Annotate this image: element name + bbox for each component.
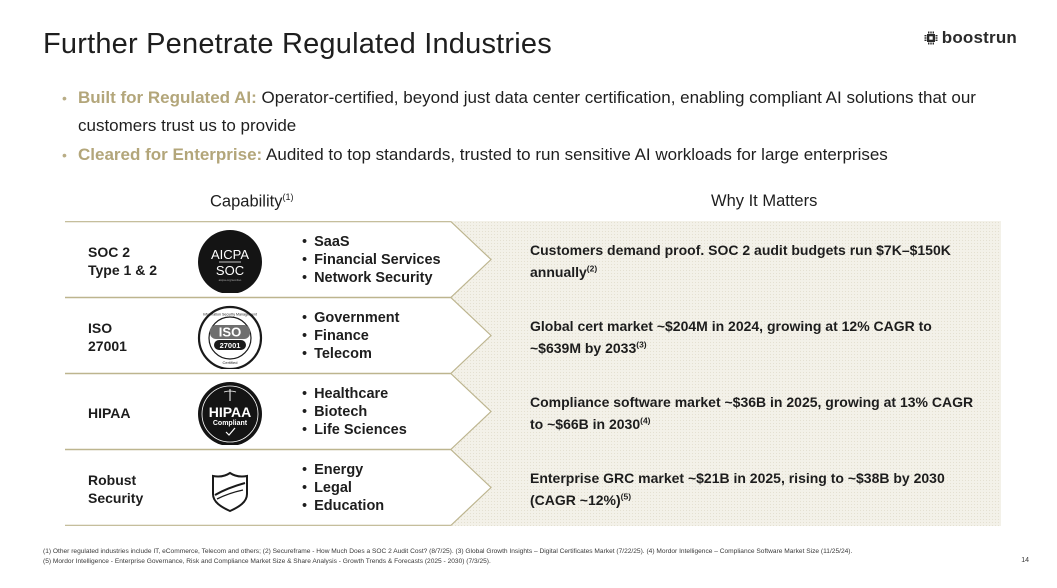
svg-text:HIPAA: HIPAA — [209, 404, 252, 420]
row-label: SOC 2 Type 1 & 2 — [88, 244, 157, 278]
list-item: Telecom — [302, 345, 400, 363]
bullet-regulated-ai: • Built for Regulated AI: Operator-certi… — [62, 84, 1022, 140]
why-text: Customers demand proof. SOC 2 audit budg… — [530, 242, 951, 280]
bullet-enterprise: • Cleared for Enterprise: Audited to top… — [62, 141, 1022, 169]
industry-list: Energy Legal Education — [302, 461, 384, 515]
industry-list: Government Finance Telecom — [302, 309, 400, 363]
footnote-ref: (4) — [640, 415, 651, 426]
footnote-line: (1) Other regulated industries include I… — [43, 548, 853, 555]
table-row: HIPAA HIPAA Compliant Healthcare Biotech… — [65, 373, 1001, 450]
list-item: Life Sciences — [302, 421, 407, 439]
industry-list: Healthcare Biotech Life Sciences — [302, 385, 407, 439]
bullet-dot: • — [62, 147, 67, 163]
why-text: Compliance software market ~$36B in 2025… — [530, 394, 974, 432]
list-item: Financial Services — [302, 251, 441, 269]
footnote-ref: (2) — [586, 263, 598, 274]
footnote-ref: (1) — [282, 192, 294, 202]
company-logo: boostrun — [924, 28, 1017, 48]
table-row: ISO 27001 ISO 27001 Information Security… — [65, 297, 1001, 374]
list-item: Education — [302, 497, 384, 515]
bullet-text: Audited to top standards, trusted to run… — [262, 145, 888, 164]
aicpa-soc-badge-icon: AICPA SOC aicpa.org/soc4so — [198, 230, 262, 293]
table-row: Robust Security Energy Legal Education E… — [65, 449, 1001, 526]
footnotes: (1) Other regulated industries include I… — [43, 547, 1003, 567]
list-item: Healthcare — [302, 385, 407, 403]
list-item: Government — [302, 309, 399, 327]
iso-27001-badge-icon: ISO 27001 Information Security Managemen… — [197, 305, 263, 369]
chip-icon — [924, 31, 938, 45]
list-item: SaaS — [302, 233, 441, 251]
footnote-line: (5) Mordor Intelligence - Enterprise Gov… — [43, 558, 491, 565]
table-row: SOC 2 Type 1 & 2 AICPA SOC aicpa.org/soc… — [65, 221, 1001, 298]
hipaa-compliant-badge-icon: HIPAA Compliant — [198, 382, 262, 445]
svg-text:ISO: ISO — [219, 325, 241, 340]
list-item: Network Security — [302, 269, 441, 287]
svg-text:27001: 27001 — [220, 341, 241, 350]
list-item: Legal — [302, 479, 384, 497]
capability-table: SOC 2 Type 1 & 2 AICPA SOC aicpa.org/soc… — [65, 221, 1001, 527]
why-text: Enterprise GRC market ~$21B in 2025, ris… — [530, 470, 945, 508]
footnote-ref: (3) — [636, 339, 647, 350]
svg-text:Compliant: Compliant — [213, 420, 248, 427]
logo-text: boostrun — [941, 28, 1017, 47]
bullet-dot: • — [62, 90, 67, 106]
svg-text:SOC: SOC — [216, 263, 244, 278]
row-divider — [65, 449, 492, 526]
row-label: Robust Security — [88, 472, 144, 506]
svg-text:Certified: Certified — [223, 360, 238, 365]
bullet-lead: Built for Regulated AI: — [78, 88, 257, 107]
list-item: Energy — [302, 461, 384, 479]
intro-bullets: • Built for Regulated AI: Operator-certi… — [62, 84, 1022, 170]
why-background — [451, 221, 1001, 526]
svg-text:Information Security Managemen: Information Security Management — [203, 313, 257, 317]
list-item: Biotech — [302, 403, 407, 421]
why-text: Global cert market ~$204M in 2024, growi… — [530, 318, 932, 356]
footnote-ref: (5) — [620, 491, 632, 502]
shield-icon — [212, 471, 248, 513]
row-label: ISO 27001 — [88, 320, 127, 354]
industry-list: SaaS Financial Services Network Security — [302, 233, 441, 287]
bullet-text: Operator-certified, beyond just data cen… — [78, 88, 976, 135]
page-title: Further Penetrate Regulated Industries — [43, 28, 552, 60]
page-number: 14 — [1021, 557, 1029, 564]
row-label: HIPAA — [88, 405, 131, 421]
svg-text:AICPA: AICPA — [211, 247, 249, 262]
list-item: Finance — [302, 327, 400, 345]
why-header: Why It Matters — [711, 192, 818, 210]
capability-header: Capability(1) — [210, 192, 294, 211]
bullet-lead: Cleared for Enterprise: — [78, 145, 263, 164]
svg-text:aicpa.org/soc4so: aicpa.org/soc4so — [219, 278, 242, 282]
